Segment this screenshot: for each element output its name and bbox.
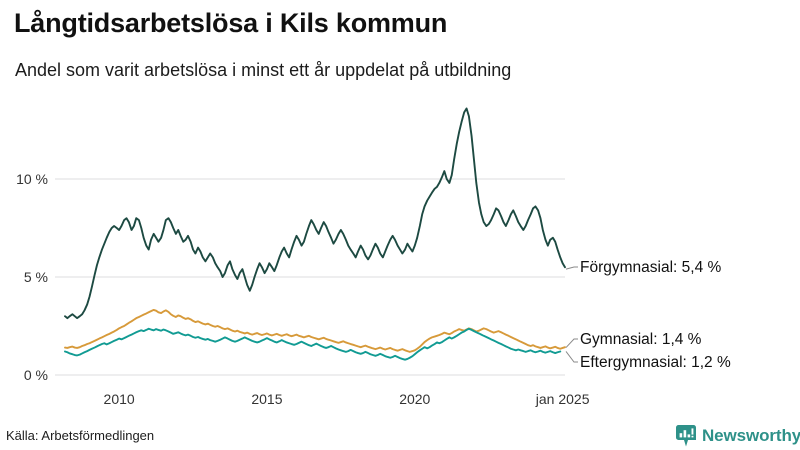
series-label: Eftergymnasial: 1,2 %	[580, 354, 731, 371]
x-axis-tick-label: 2010	[104, 391, 135, 407]
newsworthy-logo: Newsworthy	[676, 425, 800, 447]
x-axis-tick-labels: 2010 2015 2020 jan 2025	[104, 391, 590, 407]
y-axis-tick-label: 0 %	[24, 367, 48, 383]
y-axis-tick-labels: 0 % 5 % 10 %	[16, 171, 48, 383]
series-leader-lines	[565, 266, 578, 363]
series-leader-line	[565, 266, 578, 270]
bar-chart-icon	[676, 425, 696, 447]
series-leader-line	[565, 351, 578, 363]
series-label: Gymnasial: 1,4 %	[580, 331, 702, 348]
series-lines	[64, 107, 566, 361]
page-title: Långtidsarbetslösa i Kils kommun	[14, 8, 448, 38]
series-line	[64, 327, 562, 361]
series-leader-line	[565, 338, 578, 348]
chart-subtitle: Andel som varit arbetslösa i minst ett å…	[15, 60, 512, 80]
x-axis-tick-label: 2020	[399, 391, 430, 407]
series-line	[64, 107, 566, 320]
series-line	[64, 308, 566, 353]
logo-text: Newsworthy	[702, 426, 800, 445]
x-axis-tick-label: jan 2025	[535, 391, 590, 407]
y-axis-tick-label: 5 %	[24, 269, 48, 285]
series-label: Förgymnasial: 5,4 %	[580, 259, 721, 276]
series-labels: Förgymnasial: 5,4 % Gymnasial: 1,4 % Efter…	[580, 259, 731, 371]
source-note: Källa: Arbetsförmedlingen	[6, 428, 155, 443]
y-axis-tick-label: 10 %	[16, 171, 48, 187]
gridlines	[55, 178, 565, 376]
x-axis-tick-label: 2015	[251, 391, 282, 407]
